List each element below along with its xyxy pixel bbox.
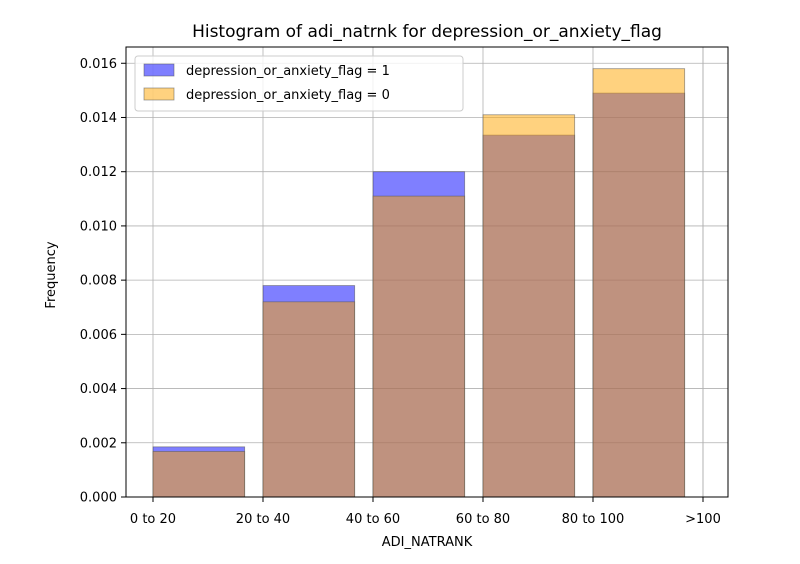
bars-layer [152,68,686,498]
plot-frame [125,46,729,498]
legend-box [134,55,464,112]
legend-label-series-2: depression_or_anxiety_flag = 0 [186,88,390,103]
x-tick-label: 80 to 100 [562,512,625,527]
y-tick-label: 0.006 [80,328,117,343]
chart-title: Histogram of adi_natrnk for depression_o… [192,22,662,42]
legend-label-series-1: depression_or_anxiety_flag = 1 [186,64,390,79]
y-tick-label: 0.012 [80,165,117,180]
x-tick-label: >100 [685,512,721,527]
histogram-bar-series-2 [592,68,686,498]
x-tick-label: 0 to 20 [130,512,176,527]
x-axis-label: ADI_NATRANK [382,535,473,550]
histogram-bar-series-2 [262,301,356,498]
histogram-bar-series-2 [372,195,466,498]
y-tick-label: 0.004 [80,382,117,397]
y-tick-label: 0.000 [80,491,117,506]
legend-swatch-series-1 [143,63,175,77]
y-tick-label: 0.008 [80,274,117,289]
histogram-bar-series-2 [482,114,576,498]
y-tick-label: 0.016 [80,57,117,72]
x-tick-label: 40 to 60 [346,512,400,527]
legend-swatch-series-2 [143,87,175,101]
y-tick-label: 0.002 [80,436,117,451]
y-tick-label: 0.014 [80,111,117,126]
x-tick-label: 20 to 40 [236,512,290,527]
y-axis-label: Frequency [44,241,59,308]
y-tick-label: 0.010 [80,219,117,234]
axes-layer: 0 to 20 20 to 40 40 to 60 60 to 80 80 to 100… [80,46,729,527]
legend: depression_or_anxiety_flag = 1 depression… [134,55,464,112]
x-tick-label: 60 to 80 [456,512,510,527]
histogram-bar-series-2 [152,451,246,498]
